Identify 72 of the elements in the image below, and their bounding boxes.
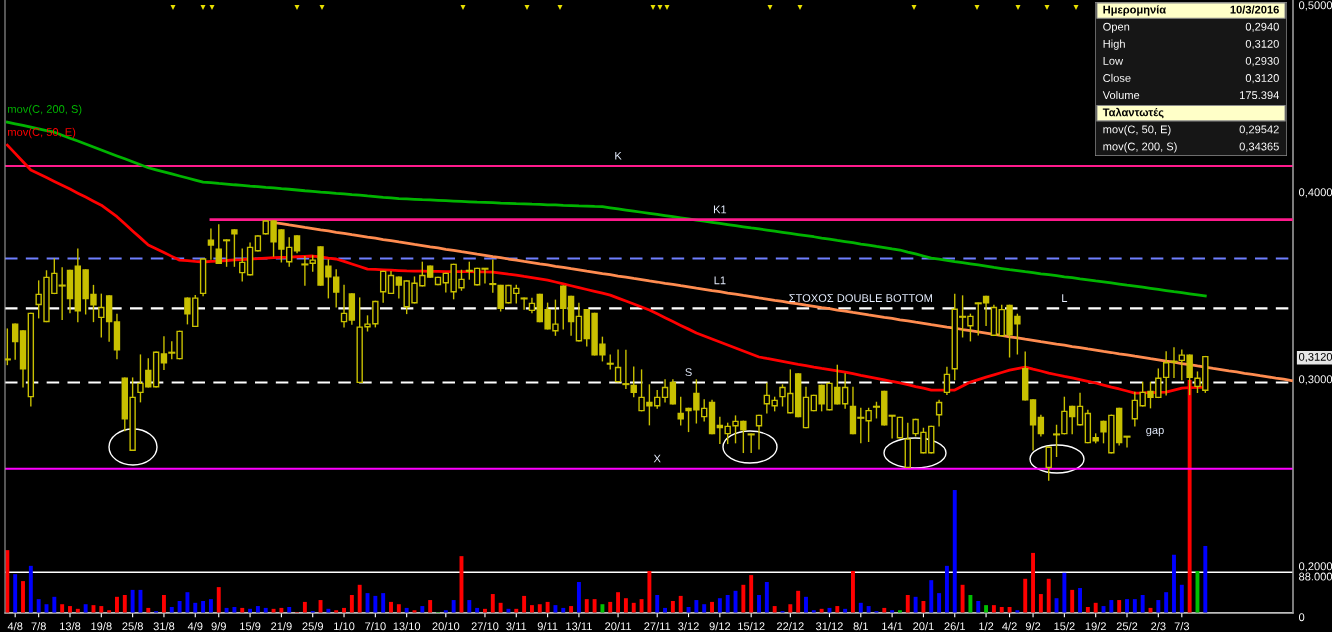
- text: 0,34365: [1239, 142, 1279, 152]
- x-tick-label: 14/1: [882, 622, 903, 631]
- text: 0,3120: [1245, 74, 1279, 84]
- y-tick-label: 0,5000: [1298, 1, 1332, 11]
- x-tick-label: 4/8: [7, 622, 23, 631]
- x-tick-label: 2/3: [1151, 622, 1166, 631]
- annotation: X: [653, 454, 661, 463]
- annotation: S: [685, 368, 692, 377]
- x-tick-label: 3/12: [678, 622, 699, 631]
- x-tick-label: 31/12: [816, 622, 843, 631]
- x-tick-label: 9/9: [211, 622, 226, 631]
- x-tick-label: 25/2: [1116, 622, 1138, 631]
- x-tick-label: 21/9: [271, 622, 292, 631]
- series-label: mov(C, 200, S): [8, 104, 82, 116]
- x-tick-label: 8/1: [853, 622, 868, 631]
- text: 0,2940: [1245, 22, 1279, 32]
- x-tick-label: 3/11: [506, 622, 527, 631]
- x-tick-label: 31/8: [153, 622, 175, 631]
- x-tick-label: 27/11: [644, 622, 671, 631]
- annotation: ΣΤΟΧΟΣ DOUBLE BOTTOM: [789, 294, 932, 303]
- x-tick-label: 20/10: [432, 622, 460, 631]
- text: 0,3120: [1245, 39, 1279, 50]
- x-tick-label: 19/2: [1085, 622, 1106, 631]
- y-tick-label: 0: [1298, 613, 1305, 622]
- annotation: K: [615, 151, 622, 160]
- x-tick-label: 27/10: [471, 622, 499, 631]
- x-tick-label: 25/9: [302, 622, 323, 631]
- category-label: High: [1103, 39, 1125, 50]
- x-tick-label: 9/11: [537, 622, 558, 631]
- x-tick-label: 15/2: [1054, 622, 1075, 631]
- category-label: mov(C, 200, S): [1103, 142, 1177, 153]
- x-tick-label: 4/2: [1002, 622, 1017, 631]
- x-tick-label: 20/1: [913, 622, 934, 631]
- series-label: mov(C, 50, E): [8, 127, 76, 139]
- y-tick-label: 0,4000: [1298, 188, 1332, 198]
- x-tick-label: 13/11: [566, 622, 592, 631]
- x-tick-label: 9/2: [1025, 622, 1041, 631]
- annotation: L1: [714, 276, 726, 285]
- y-tick-label: 88.000: [1299, 572, 1332, 581]
- x-tick-label: 13/8: [60, 622, 81, 631]
- x-tick-label: 4/9: [187, 622, 203, 631]
- x-tick-label: 25/8: [122, 622, 143, 631]
- x-tick-label: 7/8: [31, 622, 46, 631]
- category-label: Close: [1103, 73, 1131, 82]
- category-label: Ημερομηνία: [1103, 5, 1167, 16]
- x-tick-label: 9/12: [709, 622, 731, 631]
- x-tick-label: 20/11: [605, 622, 632, 631]
- category-label: Volume: [1102, 90, 1140, 100]
- category-label: Low: [1103, 57, 1124, 65]
- text: 10/3/2016: [1230, 5, 1279, 14]
- x-tick-label: 19/8: [91, 622, 112, 631]
- text: 0,29542: [1239, 125, 1279, 135]
- y-tick-label: 0,2000: [1298, 562, 1332, 572]
- x-tick-label: 26/1: [944, 622, 966, 631]
- category-label: mov(C, 50, E): [1103, 125, 1171, 136]
- x-tick-label: 7/10: [365, 622, 386, 631]
- x-tick-label: 1/10: [334, 622, 355, 631]
- y-tick-label: 0,3000: [1298, 375, 1332, 385]
- x-tick-label: 22/12: [776, 622, 804, 631]
- annotation: K1: [713, 205, 727, 214]
- x-tick-label: 15/9: [240, 622, 261, 631]
- x-tick-label: 13/10: [393, 622, 421, 631]
- category-label: Open: [1103, 22, 1130, 33]
- text: 175.394: [1240, 91, 1279, 100]
- annotation: gap: [1146, 427, 1164, 437]
- annotation: L: [1062, 294, 1068, 302]
- x-tick-label: 15/12: [738, 622, 765, 631]
- text: 0,2930: [1245, 57, 1279, 67]
- category-label: Ταλαντωτές: [1102, 107, 1164, 119]
- x-tick-label: 7/3: [1174, 622, 1190, 631]
- y-tick-label: 0,3120: [1298, 352, 1332, 363]
- x-tick-label: 1/2: [979, 622, 994, 631]
